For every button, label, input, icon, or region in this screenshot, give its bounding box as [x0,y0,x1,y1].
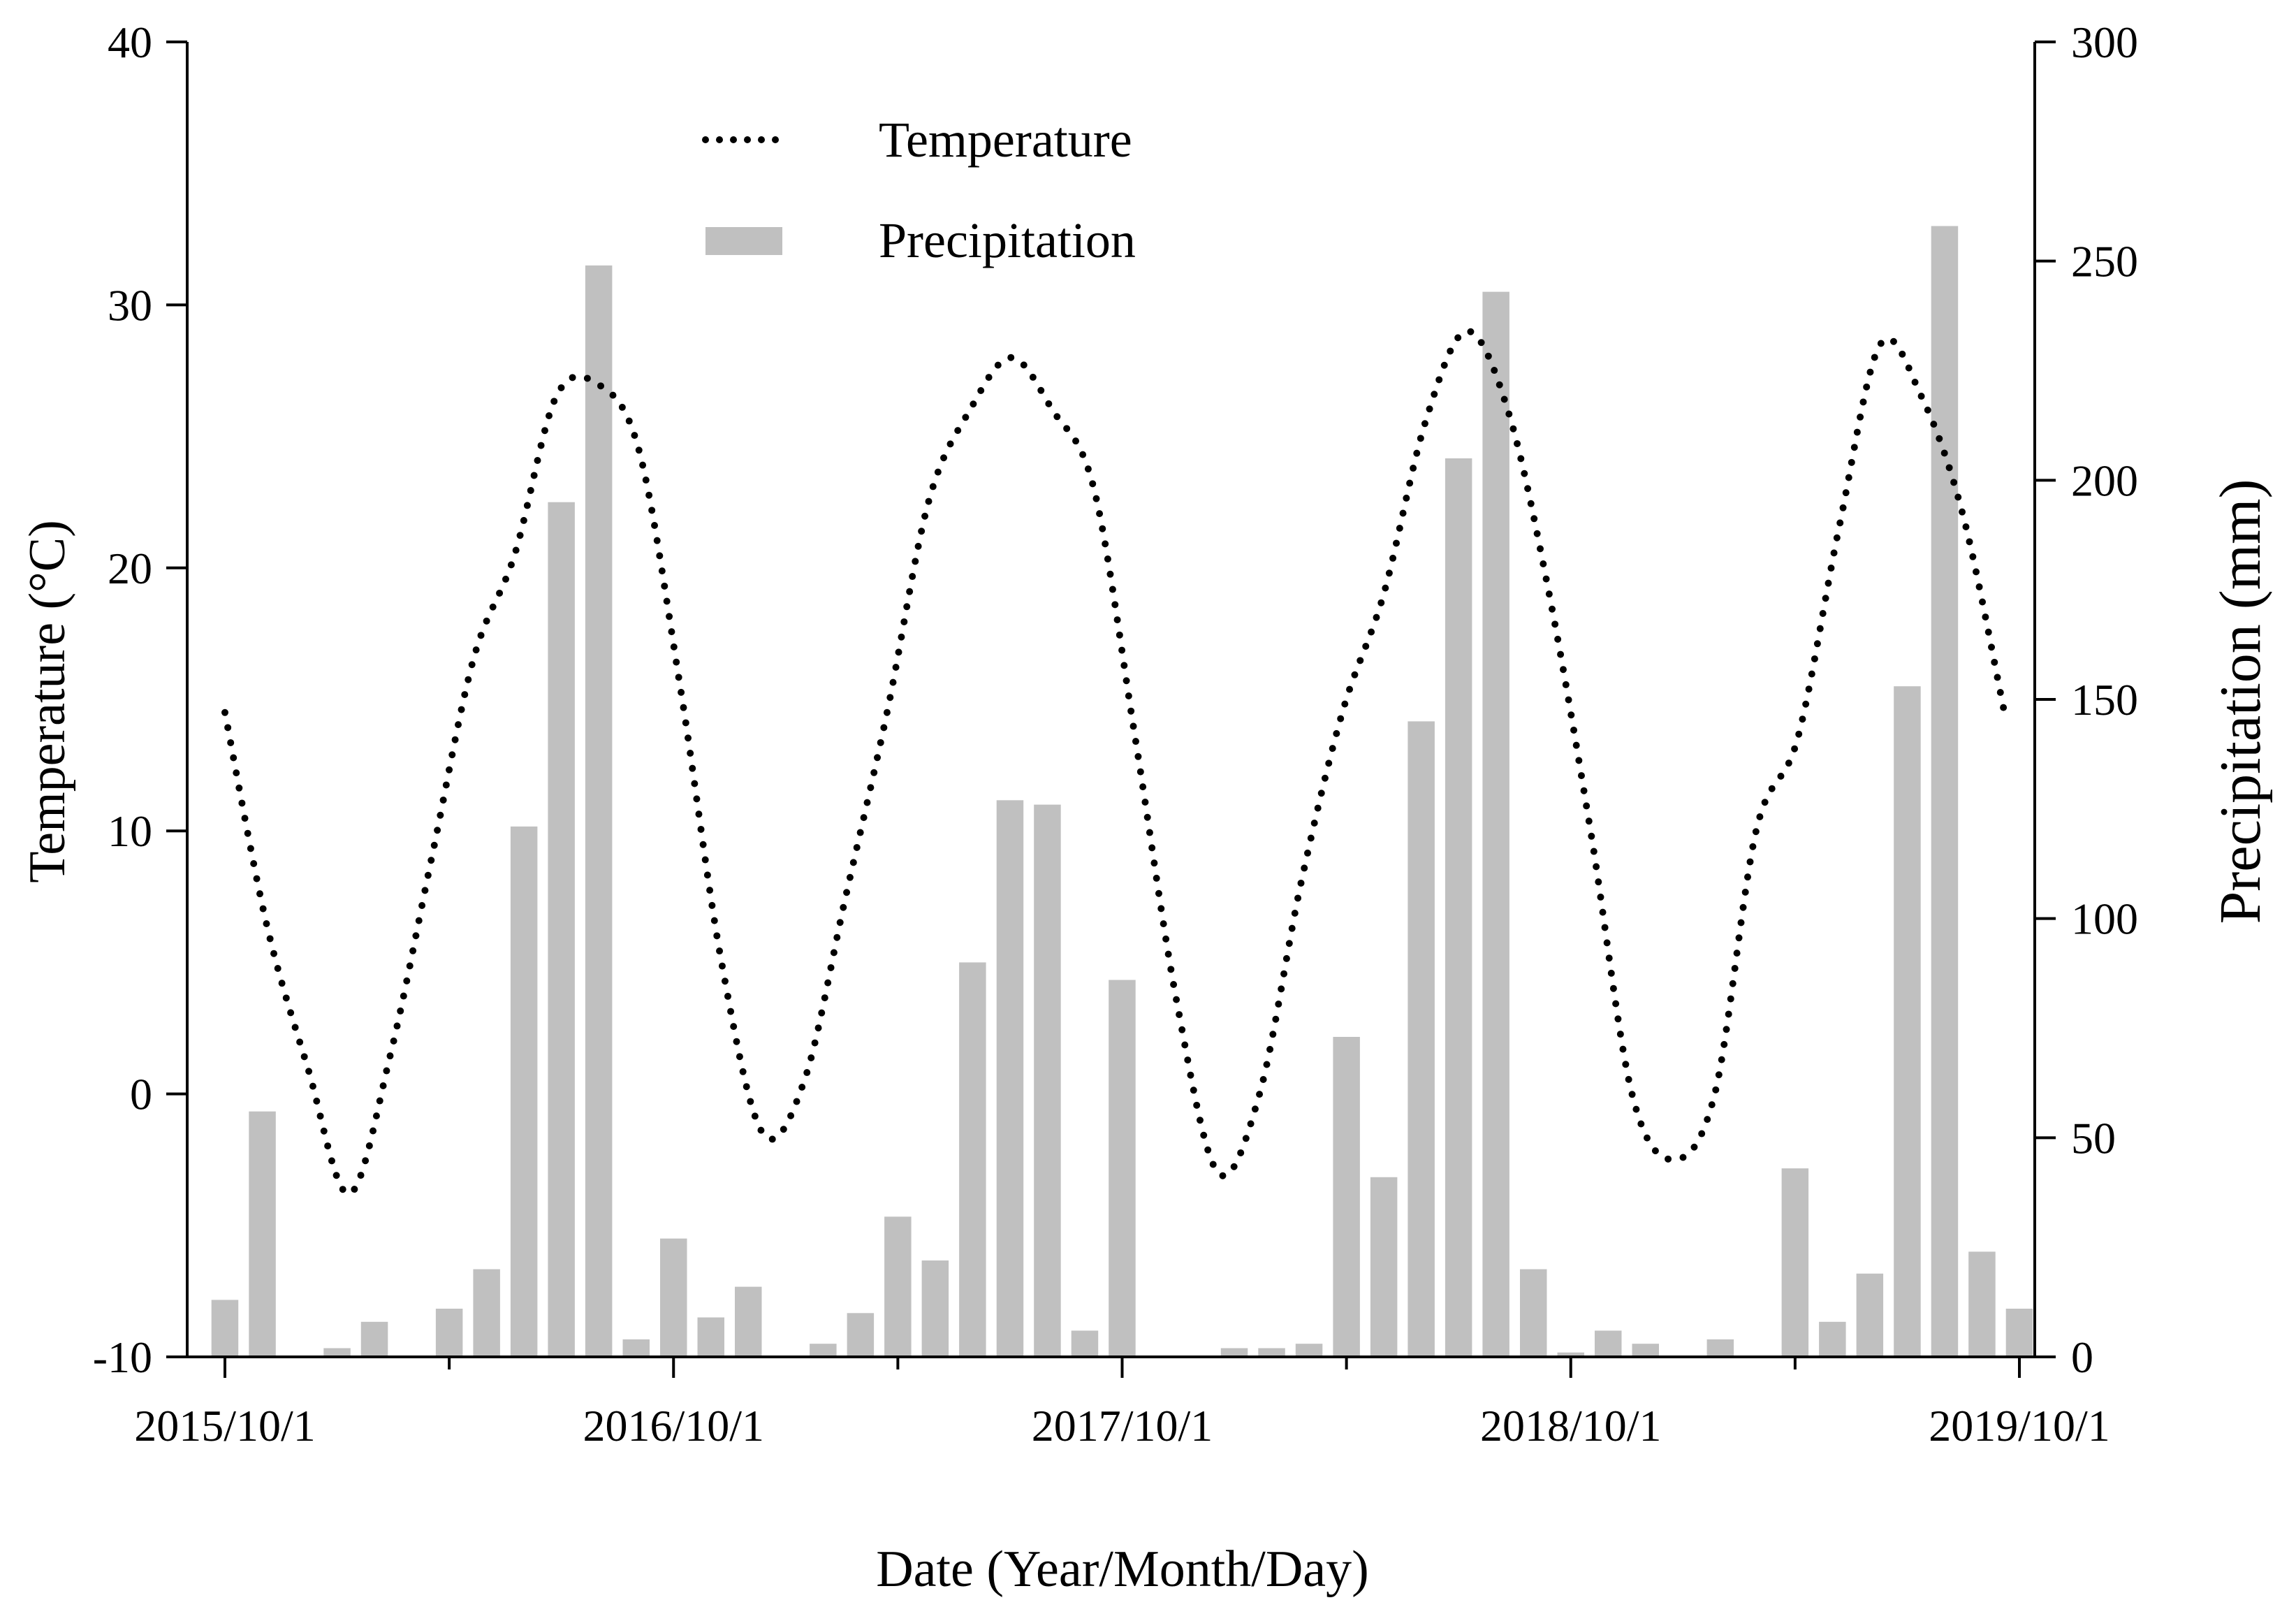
precipitation-bar [435,1309,463,1357]
x-tick-label: 2015/10/1 [134,1401,316,1451]
temperature-line-layer [221,328,2008,1198]
precipitation-bar [622,1339,650,1357]
axes [166,41,2056,1378]
precipitation-bar [1109,980,1136,1357]
precipitation-bar [1894,686,1921,1357]
precipitation-bar [884,1216,912,1357]
precipitation-bar [510,826,538,1357]
right-tick-label: 300 [2071,17,2138,67]
precipitation-bar [1333,1037,1360,1357]
legend-precipitation-swatch [705,227,782,255]
x-tick-label: 2018/10/1 [1480,1401,1662,1451]
precipitation-bar [697,1317,724,1357]
left-tick-label: 30 [108,280,152,330]
precipitation-bar [1931,226,1959,1357]
left-axis-title: Temperature (°C) [19,520,76,883]
precipitation-bar [959,962,986,1357]
precipitation-bar [1632,1344,1659,1357]
precipitation-bar [1557,1352,1584,1357]
precipitation-bar [1706,1339,1734,1357]
precipitation-bar [810,1344,837,1357]
precipitation-bar [1595,1330,1622,1357]
precipitation-bar [1407,721,1435,1357]
left-tick-label: 20 [108,544,152,593]
left-tick-label: -10 [93,1332,152,1382]
precipitation-bar [360,1321,388,1357]
x-tick-label: 2019/10/1 [1929,1401,2110,1451]
precipitation-bar [473,1269,500,1357]
right-tick-label: 150 [2071,675,2138,725]
precipitation-bar [211,1300,239,1357]
precipitation-bar [1258,1348,1285,1357]
x-tick-label: 2016/10/1 [583,1401,764,1451]
right-tick-label: 50 [2071,1113,2116,1163]
precipitation-bar [1445,458,1472,1357]
legend: Temperature Precipitation [702,112,1136,268]
precipitation-bar [1034,804,1061,1357]
precipitation-bar [1370,1177,1398,1357]
left-tick-label: 0 [130,1070,152,1119]
precipitation-bar [660,1238,687,1357]
precipitation-bar [921,1260,949,1357]
left-tick-label: 40 [108,17,152,67]
legend-temperature-label: Temperature [879,112,1132,168]
precipitation-bar [1781,1168,1809,1357]
precipitation-bar [585,265,613,1357]
x-axis-title: Date (Year/Month/Day) [876,1541,1369,1598]
tick-labels: -10 0 10 20 30 40 0 50 100 150 200 250 300 2015/10/1 2… [93,17,2138,1451]
right-tick-label: 200 [2071,456,2138,505]
right-tick-label: 0 [2071,1332,2093,1382]
precipitation-bars [211,226,2033,1358]
precipitation-bar [996,800,1024,1357]
precipitation-bar [323,1348,351,1357]
precipitation-bar [1220,1348,1248,1357]
precipitation-bar [735,1286,762,1357]
left-tick-label: 10 [108,806,152,856]
precipitation-bar [847,1313,875,1357]
precipitation-bar [1482,291,1509,1358]
right-tick-label: 250 [2071,237,2138,286]
precipitation-bar [1968,1251,1996,1357]
precipitation-bar [1819,1321,1846,1357]
precipitation-bar [249,1111,276,1357]
right-axis-title: Precipitation (mm) [2208,479,2273,924]
x-tick-label: 2017/10/1 [1032,1401,1213,1451]
right-tick-label: 100 [2071,894,2138,944]
precipitation-bar [548,502,575,1358]
precipitation-bar [2005,1309,2033,1357]
precipitation-bar [1295,1344,1323,1357]
precipitation-bar [1071,1330,1099,1357]
temperature-line [221,328,2008,1198]
precipitation-bar [1520,1269,1547,1357]
legend-precipitation-label: Precipitation [879,212,1136,268]
precipitation-bar [1856,1273,1884,1357]
